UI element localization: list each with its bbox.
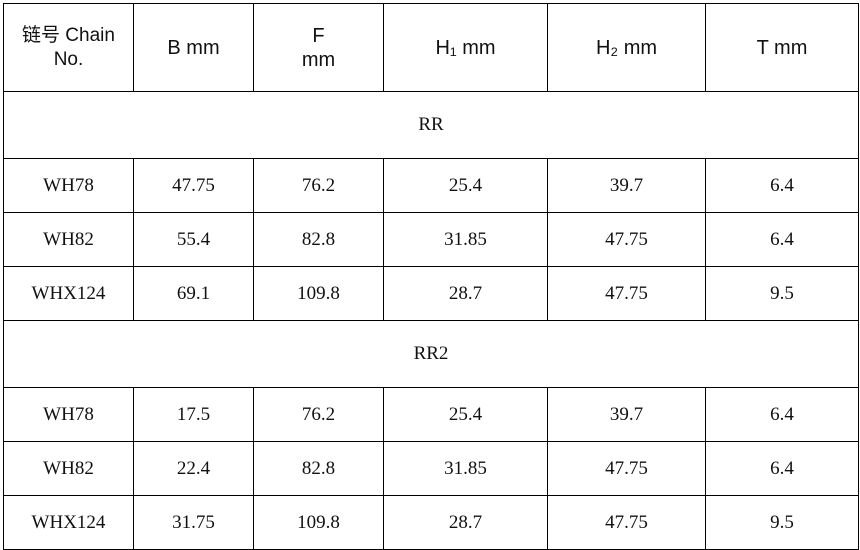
cell: 76.2 <box>253 158 384 213</box>
data-row: WH78 47.75 76.2 25.4 39.7 6.4 <box>3 158 859 213</box>
cell: 28.7 <box>383 266 548 321</box>
header-cell: H₁ mm <box>383 3 548 92</box>
cell: 39.7 <box>547 158 706 213</box>
cell: 76.2 <box>253 387 384 442</box>
cell: 31.75 <box>133 495 254 550</box>
cell: WHX124 <box>3 495 134 550</box>
cell: 47.75 <box>547 495 706 550</box>
header-cell: 链号 Chain No. <box>3 3 134 92</box>
cell: 82.8 <box>253 441 384 496</box>
header-text: H₂ mm <box>595 36 658 59</box>
cell: 109.8 <box>253 266 384 321</box>
header-cell: T mm <box>705 3 859 92</box>
data-row: WH78 17.5 76.2 25.4 39.7 6.4 <box>3 387 859 442</box>
header-text: No. <box>53 48 84 70</box>
cell: 22.4 <box>133 441 254 496</box>
cell: 47.75 <box>547 441 706 496</box>
section-row: RR <box>3 91 859 159</box>
cell: 6.4 <box>705 212 859 267</box>
section-row: RR2 <box>3 320 859 388</box>
cell: 17.5 <box>133 387 254 442</box>
cell: 39.7 <box>547 387 706 442</box>
cell: 47.75 <box>133 158 254 213</box>
header-text: B mm <box>167 36 220 59</box>
header-text: F <box>312 24 325 47</box>
cell: 47.75 <box>547 212 706 267</box>
cell: 6.4 <box>705 158 859 213</box>
cell: 6.4 <box>705 441 859 496</box>
header-text: 链号 Chain <box>22 24 115 46</box>
cell: WHX124 <box>3 266 134 321</box>
cell: WH78 <box>3 387 134 442</box>
cell: 25.4 <box>383 158 548 213</box>
data-row: WHX124 69.1 109.8 28.7 47.75 9.5 <box>3 266 859 321</box>
cell: 47.75 <box>547 266 706 321</box>
section-label: RR <box>3 91 859 159</box>
section-label: RR2 <box>3 320 859 388</box>
cell: 6.4 <box>705 387 859 442</box>
data-row: WH82 22.4 82.8 31.85 47.75 6.4 <box>3 441 859 496</box>
cell: 82.8 <box>253 212 384 267</box>
cell: 69.1 <box>133 266 254 321</box>
header-cell: B mm <box>133 3 254 92</box>
header-text: mm <box>301 48 336 71</box>
data-row: WHX124 31.75 109.8 28.7 47.75 9.5 <box>3 495 859 550</box>
data-row: WH82 55.4 82.8 31.85 47.75 6.4 <box>3 212 859 267</box>
cell: 31.85 <box>383 212 548 267</box>
cell: 31.85 <box>383 441 548 496</box>
cell: 25.4 <box>383 387 548 442</box>
header-cell: H₂ mm <box>547 3 706 92</box>
header-text: T mm <box>756 36 808 59</box>
table-body: RR WH78 47.75 76.2 25.4 39.7 6.4 WH82 55.4 82.8 31… <box>3 91 859 550</box>
cell: WH82 <box>3 212 134 267</box>
cell: 28.7 <box>383 495 548 550</box>
cell: 109.8 <box>253 495 384 550</box>
cell: 9.5 <box>705 495 859 550</box>
cell: WH78 <box>3 158 134 213</box>
header-text: H₁ mm <box>435 36 496 59</box>
cell: 55.4 <box>133 212 254 267</box>
cell: 9.5 <box>705 266 859 321</box>
cell: WH82 <box>3 441 134 496</box>
